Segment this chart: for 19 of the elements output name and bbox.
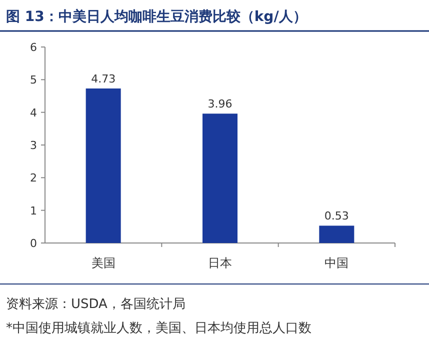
text: *中国使用城镇就业人数，美国、日本均使用总人口数 bbox=[6, 320, 312, 336]
y-tick-label: 1 bbox=[30, 204, 37, 218]
x-tick-label: 美国 bbox=[91, 256, 116, 270]
data-label: 3.96 bbox=[208, 98, 232, 111]
y-tick-label: 0 bbox=[30, 237, 37, 250]
data-label: 0.53 bbox=[324, 210, 349, 223]
x-tick-label: 日本 bbox=[208, 256, 232, 270]
y-tick-label: 6 bbox=[30, 41, 37, 54]
bar bbox=[319, 226, 354, 243]
data-label: 4.73 bbox=[91, 72, 116, 86]
y-tick-label: 5 bbox=[30, 74, 37, 87]
chart-title: 图 13：中美日人均咖啡生豆消费比较（kg/人） bbox=[6, 8, 307, 25]
y-tick-label: 4 bbox=[30, 106, 37, 120]
x-tick-label: 中国 bbox=[324, 256, 349, 270]
y-tick-label: 3 bbox=[30, 139, 37, 152]
bar bbox=[86, 88, 121, 243]
bar bbox=[202, 114, 238, 243]
y-tick-label: 2 bbox=[30, 172, 37, 185]
text: 资料来源：USDA，各国统计局 bbox=[6, 297, 186, 312]
